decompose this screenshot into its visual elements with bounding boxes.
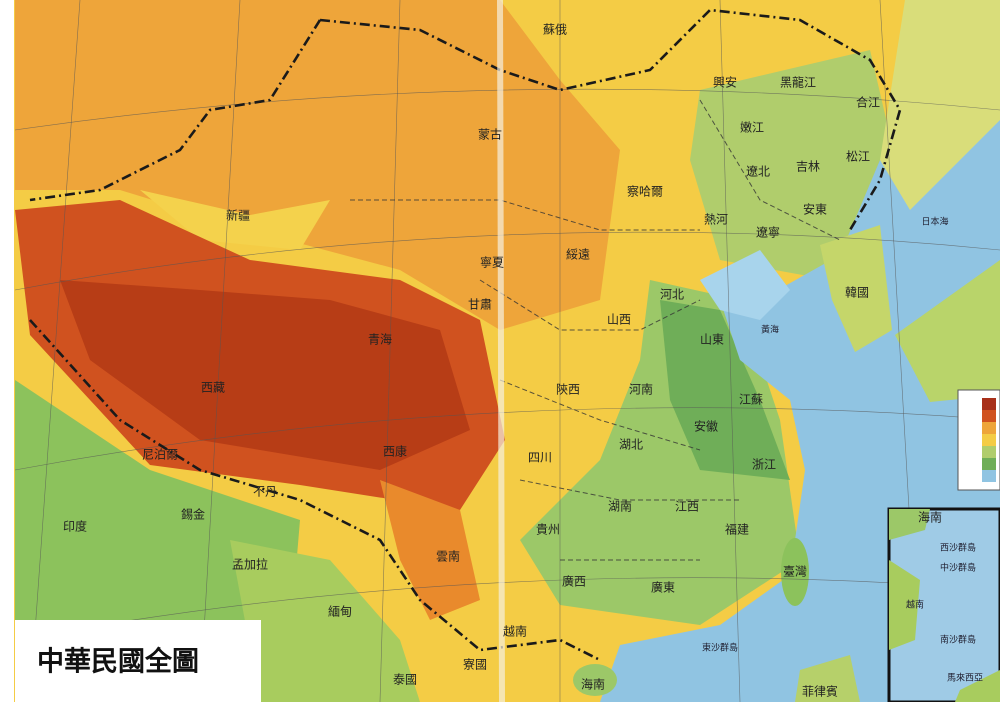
latitude-lines	[14, 88, 1000, 641]
place-label: 緬甸	[328, 605, 352, 619]
legend-swatch	[982, 434, 996, 446]
bohai	[700, 250, 790, 320]
place-label: 貴州	[536, 523, 560, 537]
inset-map	[887, 507, 1000, 702]
title-box	[15, 620, 261, 702]
place-label: 河北	[660, 288, 684, 302]
place-label: 熱河	[704, 213, 728, 227]
sea-label: 東沙群島	[702, 642, 738, 654]
inset-title: 海南	[918, 510, 942, 525]
place-label: 安徽	[694, 419, 718, 434]
page-fold	[497, 0, 505, 702]
place-label: 廣西	[562, 575, 586, 589]
hainan-island	[573, 664, 617, 696]
tibet-high	[60, 280, 470, 470]
inset-land	[889, 560, 920, 650]
place-label: 海南	[581, 677, 605, 692]
place-label: 綏遠	[566, 248, 590, 262]
place-label: 陝西	[556, 382, 580, 397]
place-label: 錫金	[181, 507, 205, 522]
place-label: 山東	[700, 333, 724, 347]
legend-swatch	[982, 470, 996, 482]
inset-label: 南沙群島	[940, 634, 976, 646]
place-label: 孟加拉	[232, 557, 268, 572]
meridian-lines	[29, 0, 921, 702]
place-label: 遼北	[746, 165, 770, 179]
place-label: 河南	[629, 382, 653, 397]
inset-land	[889, 509, 930, 540]
place-label: 西藏	[201, 381, 225, 395]
place-label: 西康	[383, 444, 407, 459]
legend-swatch	[982, 446, 996, 458]
place-label: 湖北	[619, 437, 643, 452]
place-label: 寮國	[463, 657, 487, 672]
place-label: 蒙古	[478, 127, 502, 142]
place-label: 新疆	[226, 208, 250, 223]
inset-label: 中沙群島	[940, 562, 976, 574]
sea-label: 日本海	[921, 216, 948, 228]
siberia	[880, 0, 1000, 210]
place-label: 蘇俄	[543, 23, 567, 37]
basin	[140, 190, 330, 250]
place-label: 越南	[503, 624, 527, 639]
place-label: 安東	[803, 202, 827, 217]
place-label: 興安	[713, 75, 737, 90]
place-label: 青海	[368, 332, 392, 347]
place-label: 四川	[528, 451, 552, 465]
legend	[957, 389, 1000, 491]
legend-swatch	[982, 458, 996, 470]
legend-swatch	[982, 398, 996, 410]
national-border	[29, 8, 902, 662]
place-label: 雲南	[436, 549, 460, 564]
legend-swatch	[982, 410, 996, 422]
place-label: 嫩江	[740, 121, 764, 135]
inset-label: 越南	[906, 599, 924, 611]
plateau-north	[15, 0, 620, 330]
place-label: 江蘇	[739, 393, 763, 407]
place-label: 寧夏	[480, 255, 504, 270]
inset-label: 馬來西亞	[947, 673, 983, 684]
korea	[820, 225, 892, 352]
place-label: 臺灣	[783, 564, 807, 579]
north-china-plain	[660, 300, 790, 480]
place-label: 察哈爾	[627, 185, 663, 199]
place-label: 吉林	[796, 160, 820, 174]
japan	[895, 260, 1000, 402]
inset-land	[955, 670, 1000, 702]
place-label: 湖南	[608, 499, 632, 514]
place-label: 不丹	[253, 485, 277, 499]
place-label: 甘肅	[468, 298, 492, 312]
place-label: 尼泊爾	[142, 448, 178, 462]
place-label: 遼寧	[756, 225, 780, 240]
map-title: 中華民國全圖	[37, 646, 199, 678]
place-label: 韓國	[845, 286, 869, 300]
northeast-plain	[690, 50, 905, 280]
place-label: 福建	[725, 522, 749, 537]
page-margin	[0, 0, 14, 702]
taiwan	[781, 538, 809, 606]
place-label: 山西	[607, 313, 631, 327]
place-label: 浙江	[752, 458, 776, 472]
place-label: 合江	[856, 95, 880, 110]
philippines	[795, 655, 860, 702]
province-borders	[350, 99, 841, 561]
place-label: 菲律賓	[802, 684, 838, 699]
place-label: 泰國	[393, 673, 417, 687]
place-label: 黑龍江	[780, 75, 816, 90]
place-label: 松江	[846, 150, 870, 164]
india-lowland	[15, 380, 300, 640]
legend-swatch	[982, 422, 996, 434]
place-label: 廣東	[651, 581, 675, 595]
burma	[230, 540, 420, 702]
place-label: 印度	[63, 519, 87, 534]
inset-label: 西沙群島	[940, 542, 976, 554]
place-label: 江西	[675, 500, 699, 514]
sea-label: 黃海	[761, 324, 779, 336]
